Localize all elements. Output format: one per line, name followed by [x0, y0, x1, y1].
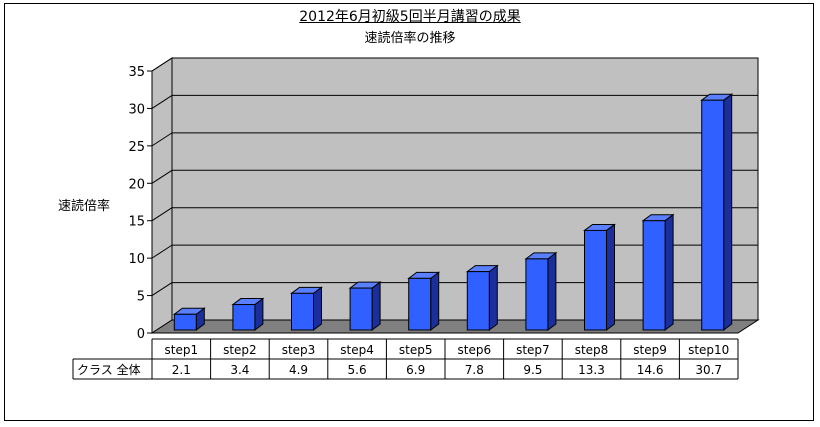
plot-side-wall	[151, 57, 173, 334]
x-tick-label: step4	[340, 343, 374, 357]
data-label: 6.9	[406, 363, 425, 377]
data-label: 2.1	[172, 363, 191, 377]
bar	[466, 271, 490, 331]
x-tick-label: step7	[516, 343, 550, 357]
x-tick-label: step10	[688, 343, 729, 357]
data-label: 3.4	[230, 363, 249, 377]
gridline-side	[151, 282, 173, 296]
gridline-side	[151, 169, 173, 184]
gridline-side	[151, 207, 173, 222]
y-tick-label: 25	[128, 140, 145, 155]
y-axis-label: 速読倍率	[58, 199, 111, 214]
x-tick-label: step5	[399, 343, 433, 357]
y-tick-label: 20	[128, 177, 145, 192]
bar-side	[430, 271, 440, 331]
bar	[584, 229, 607, 331]
bar-side	[371, 281, 381, 331]
data-label: 14.6	[637, 363, 664, 377]
bar-side	[547, 251, 557, 331]
gridline-side	[151, 57, 173, 72]
gridline-side	[151, 132, 173, 147]
chart-title: 2012年6月初級5回半月講習の成果	[299, 9, 521, 25]
y-tick-label: 0	[137, 327, 145, 342]
y-tick-label: 10	[128, 252, 145, 267]
bar-side	[606, 223, 615, 331]
x-tick-label: step2	[223, 343, 257, 357]
data-label: 13.3	[578, 363, 605, 377]
x-tick-label: step1	[165, 343, 199, 357]
x-tick-label: step3	[282, 343, 316, 357]
gridline-side	[151, 95, 173, 109]
bar	[701, 99, 725, 331]
bar-side	[723, 93, 733, 331]
x-tick-label: step8	[575, 343, 609, 357]
data-label: 9.5	[523, 363, 542, 377]
bar	[173, 313, 197, 331]
data-label: 5.6	[348, 363, 367, 377]
x-tick-label: step9	[633, 343, 667, 357]
bar	[232, 304, 256, 331]
bar	[349, 287, 373, 331]
bar	[291, 292, 314, 331]
data-label: 4.9	[289, 363, 308, 377]
y-tick-label: 5	[137, 290, 145, 305]
x-tick-label: step6	[458, 343, 492, 357]
series-name-label: クラス 全体	[77, 362, 141, 377]
y-tick-label: 35	[128, 65, 145, 80]
bar-side	[313, 286, 322, 331]
bar	[525, 258, 549, 331]
bar-side	[664, 213, 674, 331]
bar	[408, 277, 432, 331]
bar-side	[488, 264, 498, 331]
y-tick-label: 15	[128, 215, 145, 230]
bar	[642, 220, 666, 331]
data-label: 7.8	[465, 363, 484, 377]
chart-subtitle: 速読倍率の推移	[364, 31, 456, 46]
data-label: 30.7	[695, 363, 722, 377]
gridline-side	[151, 244, 173, 259]
y-tick-label: 30	[128, 102, 145, 117]
